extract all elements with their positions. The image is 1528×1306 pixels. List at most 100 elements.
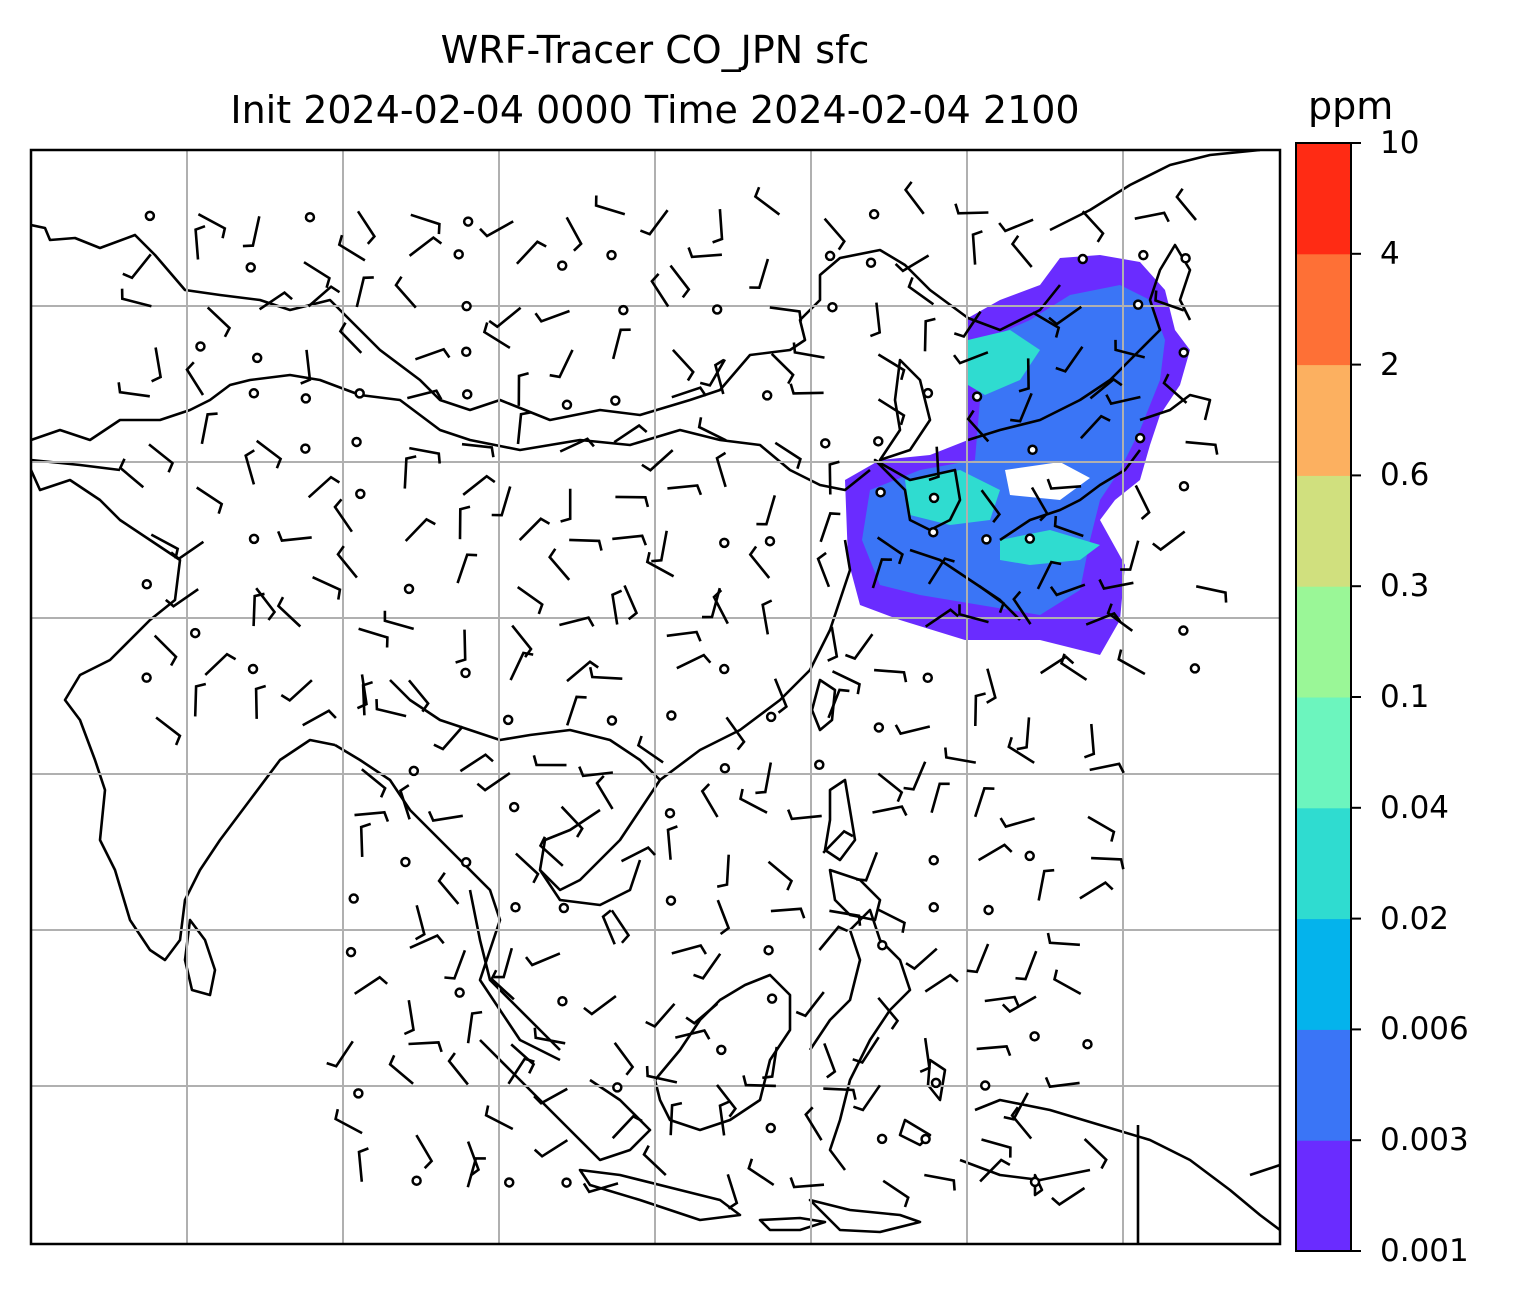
- wind-barb: [482, 322, 511, 350]
- wind-barb: [194, 224, 206, 260]
- wind-barb: [924, 973, 959, 993]
- calm-wind-marker: [873, 722, 885, 733]
- wind-barb: [894, 254, 930, 273]
- wind-barb: [769, 306, 803, 322]
- wind-barb: [1007, 736, 1035, 764]
- wind-barb: [538, 836, 564, 867]
- wind-barb: [1016, 717, 1031, 751]
- wind-barb: [583, 995, 617, 1016]
- wind-barb: [356, 210, 377, 245]
- calm-wind-marker: [1027, 444, 1038, 456]
- wind-barb: [359, 822, 372, 857]
- wind-barb: [742, 1075, 776, 1088]
- wind-barb: [930, 782, 950, 814]
- wind-barb: [1018, 358, 1030, 393]
- wind-barb: [479, 220, 514, 238]
- calm-wind-marker: [144, 210, 156, 222]
- wind-barb: [258, 290, 293, 311]
- calm-wind-marker: [1029, 1031, 1040, 1042]
- wind-barb: [252, 592, 265, 627]
- wind-barb: [645, 1065, 678, 1084]
- colorbar-tick-label: 0.02: [1380, 900, 1450, 937]
- calm-wind-marker: [820, 438, 831, 449]
- wind-barb: [623, 584, 639, 621]
- wind-barb: [388, 1054, 414, 1085]
- wind-barb: [398, 784, 411, 820]
- wind-barb: [671, 943, 708, 955]
- wind-barb: [276, 530, 312, 542]
- wind-barb: [560, 488, 572, 523]
- wind-barb: [819, 512, 841, 543]
- colorbar-segment: [1296, 143, 1351, 255]
- wind-barb: [1089, 377, 1123, 400]
- wind-barb: [767, 860, 794, 891]
- calm-wind-marker: [354, 388, 365, 399]
- wind-barb: [620, 845, 656, 863]
- wind-barb: [748, 545, 771, 579]
- wind-barb: [1049, 583, 1086, 597]
- calm-wind-marker: [981, 534, 992, 545]
- colorbar-segment: [1296, 586, 1351, 698]
- wind-barb: [1081, 210, 1105, 243]
- calm-wind-marker: [764, 535, 776, 547]
- wind-barb: [903, 181, 925, 215]
- wind-barb: [1010, 1106, 1033, 1140]
- calm-wind-marker: [460, 667, 471, 679]
- wind-barb: [153, 634, 178, 667]
- wind-barb: [476, 772, 511, 792]
- wind-barb: [206, 306, 232, 338]
- calm-wind-marker: [411, 1175, 422, 1186]
- wind-barb: [1032, 311, 1061, 338]
- wind-barb: [518, 517, 551, 542]
- calm-wind-marker: [666, 710, 677, 721]
- calm-wind-marker: [1178, 625, 1189, 636]
- calm-wind-marker: [510, 901, 521, 913]
- wind-barb: [1046, 932, 1080, 947]
- wind-barb: [437, 871, 460, 905]
- wind-barb: [1175, 187, 1198, 221]
- wind-barb: [361, 680, 374, 716]
- calm-wind-marker: [461, 389, 473, 400]
- wind-barb: [792, 342, 825, 359]
- wind-barb: [789, 383, 824, 395]
- wind-barb: [666, 630, 702, 642]
- wind-barb: [613, 1042, 635, 1076]
- wind-barb: [676, 653, 712, 670]
- wind-barb: [639, 209, 669, 236]
- wind-barb: [516, 411, 532, 445]
- wind-barb: [549, 349, 574, 379]
- calm-wind-marker: [763, 944, 774, 956]
- wind-barb: [582, 1182, 619, 1194]
- calm-wind-marker: [665, 895, 677, 906]
- calm-wind-marker: [195, 341, 206, 352]
- calm-wind-marker: [453, 249, 464, 260]
- wind-barb: [466, 1157, 486, 1188]
- colorbar-tick-label: 0.003: [1380, 1122, 1469, 1159]
- wind-barb: [1117, 649, 1146, 676]
- wind-barb: [533, 1027, 566, 1045]
- map-title-line1: WRF-Tracer CO_JPN sfc: [440, 28, 870, 72]
- wind-barb: [671, 386, 707, 399]
- wind-barb: [1079, 880, 1114, 900]
- wind-barb: [919, 1037, 931, 1073]
- wind-barb: [1039, 655, 1075, 675]
- wind-barb: [725, 716, 746, 751]
- wind-barb: [407, 679, 430, 713]
- wind-barb: [1053, 969, 1082, 996]
- wind-barb: [952, 351, 989, 365]
- calm-wind-marker: [1132, 299, 1144, 310]
- wind-barb: [749, 258, 770, 290]
- wind-barb: [456, 553, 478, 584]
- wind-barb: [491, 486, 512, 517]
- wind-barb: [981, 1138, 1012, 1158]
- wind-barb: [197, 213, 227, 239]
- calm-wind-marker: [716, 1044, 727, 1056]
- calm-wind-marker: [765, 1122, 777, 1134]
- wind-barb: [977, 843, 1013, 862]
- wind-barb: [466, 1010, 483, 1044]
- wind-barb: [786, 809, 822, 821]
- wind-barb: [548, 548, 571, 581]
- wind-barbs-layer: [117, 181, 1228, 1210]
- wind-barb: [986, 668, 997, 704]
- wind-barb: [823, 1042, 837, 1079]
